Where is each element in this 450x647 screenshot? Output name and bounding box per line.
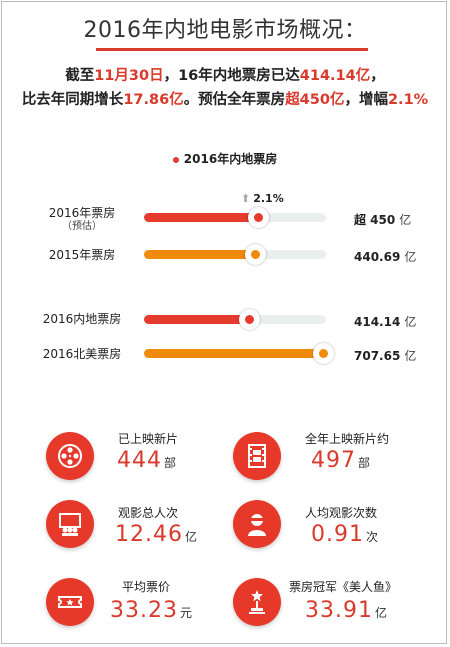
audience-icon (46, 500, 94, 548)
bar-label-2016-northamerica: 2016北美票房 (42, 347, 122, 361)
ticket-icon (46, 578, 94, 626)
bar-2016-northamerica (144, 349, 323, 358)
page-title: 2016年内地电影市场概况： (83, 18, 367, 43)
stat-label-total-admissions: 观影总人次 (118, 506, 179, 520)
bar-label-2015: 2015年票房 (48, 248, 116, 262)
stat-label-annual-films: 全年上映新片约 (305, 432, 390, 446)
bar-knob (247, 207, 269, 228)
bar-value-2016-mainland: 414.14 亿 (354, 315, 417, 329)
bar-track (144, 309, 326, 330)
film-strip-icon (233, 432, 281, 480)
bar-2016-estimate (144, 213, 258, 222)
stat-value-total-admissions: 12.46 亿 (115, 522, 197, 547)
stat-value-released-films: 444 部 (117, 448, 177, 473)
chart-legend: 2016年内地票房 (0, 150, 450, 167)
stat-label-released-films: 已上映新片 (118, 432, 179, 446)
bar-2016-mainland (144, 315, 249, 324)
bar-2015 (144, 250, 256, 259)
stat-value-annual-films: 497 部 (311, 448, 371, 473)
film-reel-icon (46, 432, 94, 480)
stat-label-per-capita: 人均观影次数 (305, 506, 378, 520)
stat-label-avg-price: 平均票价 (122, 580, 171, 594)
legend-dot (172, 156, 179, 163)
bar-label-2016-mainland: 2016内地票房 (42, 312, 122, 326)
bar-value-2016-estimate: 超 450 亿 (354, 213, 412, 227)
bar-knob (312, 343, 334, 364)
summary-line-2: 比去年同期增长17.86亿。预估全年票房超450亿，增幅2.1% (21, 92, 429, 108)
stat-value-per-capita: 0.91 次 (311, 522, 378, 547)
viewer-icon (233, 500, 281, 548)
stat-value-box-office-champion: 33.91 亿 (305, 598, 387, 623)
growth-value: 2.1% (253, 192, 284, 205)
stat-value-avg-price: 33.23 元 (110, 598, 192, 623)
up-arrow-icon: ⬆ (241, 192, 251, 205)
growth-annotation: ⬆ 2.1% (241, 192, 284, 205)
bar-track (144, 343, 334, 364)
trophy-icon (233, 578, 281, 626)
legend-label: 2016年内地票房 (183, 152, 278, 166)
bar-track (144, 207, 326, 228)
title-underline (96, 48, 368, 51)
bar-label-2016-estimate: 2016年票房 （预估） (48, 206, 116, 232)
stat-label-box-office-champion: 票房冠军《美人鱼》 (289, 580, 398, 594)
bar-value-2016-northamerica: 707.65 亿 (354, 349, 417, 363)
bar-value-2015: 440.69 亿 (354, 250, 417, 264)
summary-text: 截至11月30日，16年内地票房已达414.14亿， 比去年同期增长17.86亿… (0, 64, 450, 112)
summary-line-1: 截至11月30日，16年内地票房已达414.14亿， (65, 68, 385, 84)
bar-knob (238, 309, 260, 330)
bar-track (144, 244, 326, 265)
bar-knob (245, 244, 267, 265)
